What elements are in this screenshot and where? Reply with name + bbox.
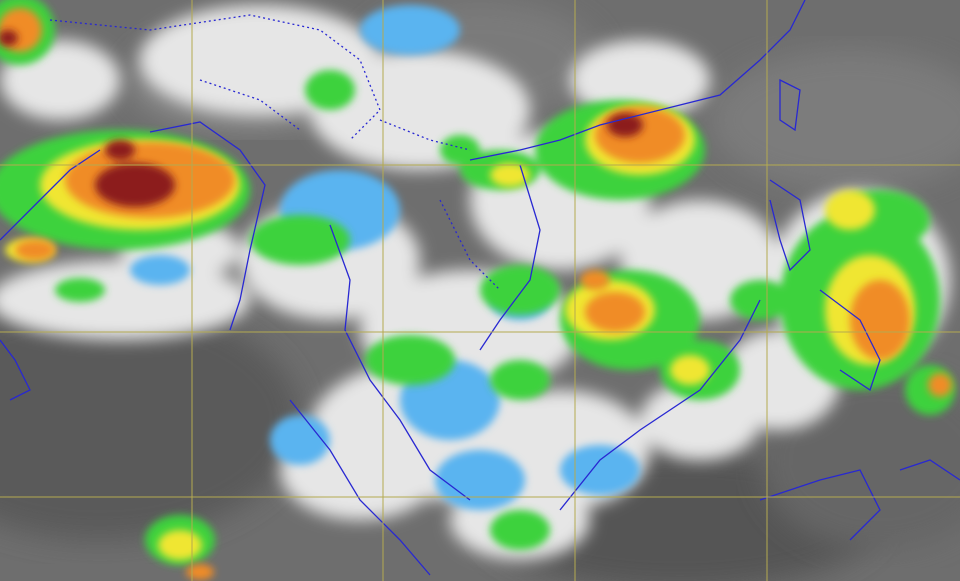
light-blue-cloud xyxy=(270,415,330,465)
gray-cloud xyxy=(0,300,300,540)
orange-cloud xyxy=(580,270,610,290)
coastline xyxy=(469,0,806,161)
dark-red-cloud xyxy=(607,113,643,137)
green-cloud xyxy=(480,265,560,315)
white-cloud xyxy=(0,260,250,340)
orange-cloud xyxy=(585,292,645,332)
coastline xyxy=(0,339,31,401)
yellow-cloud xyxy=(158,530,202,560)
orange-cloud xyxy=(928,373,952,397)
green-cloud xyxy=(365,335,455,385)
orange-cloud xyxy=(186,564,214,580)
dark-red-cloud xyxy=(95,163,175,207)
white-cloud xyxy=(310,50,530,170)
green-cloud xyxy=(440,135,480,165)
coastline xyxy=(559,299,761,511)
green-cloud xyxy=(490,510,550,550)
coastline xyxy=(329,224,471,501)
orange-cloud xyxy=(850,280,910,360)
coastline xyxy=(0,149,101,241)
dark-red-cloud xyxy=(105,140,135,160)
border-line xyxy=(199,79,301,131)
green-cloud xyxy=(490,360,550,400)
coastline xyxy=(899,459,960,481)
green-cloud xyxy=(55,278,105,302)
white-cloud xyxy=(640,380,760,460)
coastline xyxy=(779,78,801,132)
orange-cloud xyxy=(15,240,55,260)
coastline xyxy=(759,469,881,541)
light-blue-cloud xyxy=(360,5,460,55)
coastline xyxy=(479,164,541,351)
cloud-red-layer xyxy=(0,30,643,207)
yellow-cloud xyxy=(825,190,875,230)
border-line xyxy=(49,14,381,141)
coastline xyxy=(289,399,431,576)
yellow-cloud xyxy=(490,163,530,187)
yellow-cloud xyxy=(670,355,710,385)
border-line xyxy=(439,199,501,291)
dark-red-cloud xyxy=(0,30,18,46)
white-cloud xyxy=(570,40,710,120)
border-line xyxy=(379,119,471,151)
light-blue-cloud xyxy=(130,255,190,285)
coastline xyxy=(149,121,266,331)
light-blue-cloud xyxy=(560,445,640,495)
coastline xyxy=(769,179,811,272)
light-blue-cloud xyxy=(435,450,525,510)
green-cloud xyxy=(305,70,355,110)
coastline xyxy=(819,289,881,392)
green-cloud xyxy=(250,215,350,265)
gray-cloud xyxy=(710,50,960,190)
